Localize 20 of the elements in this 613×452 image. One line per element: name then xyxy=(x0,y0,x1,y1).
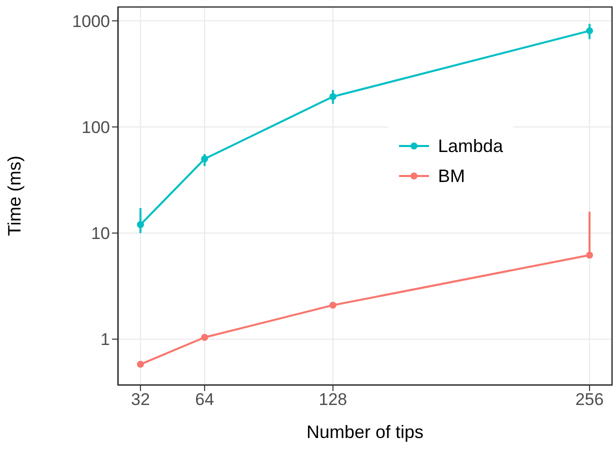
point xyxy=(329,93,336,100)
x-tick-label: 32 xyxy=(130,390,150,410)
point xyxy=(586,27,594,34)
point xyxy=(586,252,594,259)
x-tick-label: 64 xyxy=(195,390,214,410)
point xyxy=(201,334,208,341)
y-axis-title: Time (ms) xyxy=(4,156,24,236)
point xyxy=(136,360,144,368)
point xyxy=(329,302,336,309)
legend-label: BM xyxy=(438,166,465,186)
y-tick-label: 10 xyxy=(91,224,110,244)
y-tick-label: 1000 xyxy=(72,12,110,31)
y-tick-label: 100 xyxy=(82,118,110,137)
y-tick-label: 1 xyxy=(100,330,110,350)
x-tick-label: 256 xyxy=(575,390,604,410)
legend-label: Lambda xyxy=(438,136,503,156)
x-tick-label: 128 xyxy=(318,390,348,410)
point xyxy=(136,221,144,228)
point xyxy=(201,155,208,162)
x-axis-title: Number of tips xyxy=(306,422,424,442)
